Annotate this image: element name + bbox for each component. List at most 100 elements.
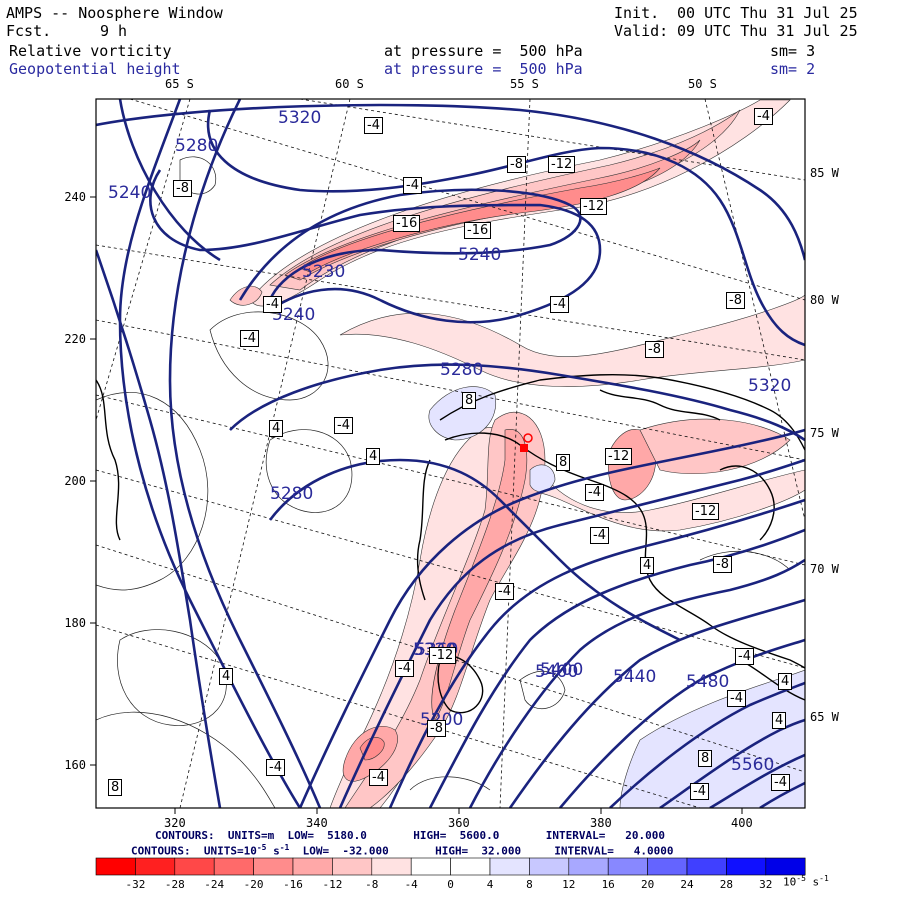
vorticity-contour-label: -4 [369,769,388,786]
colorbar-tick-label: -20 [243,878,264,891]
field1-name: Relative vorticity [9,42,172,60]
colorbar-tick-label: 20 [640,878,655,891]
vorticity-contour-label: -4 [364,117,383,134]
height-contour-label: 5480 [686,672,730,692]
lat-label-65s: 65 S [165,77,194,91]
height-contour-label: 5400 [535,662,579,682]
height-contour-label: 5280 [440,360,484,380]
vorticity-contour-label: -12 [548,156,576,173]
height-contour-label: 5240 [108,183,152,203]
colorbar-tick-label: 0 [447,878,454,891]
colorbar-swatch [174,857,215,876]
plot-frame [95,98,806,809]
lon-label-65w: 65 W [810,710,839,724]
vorticity-contour-label: -4 [754,108,773,125]
vorticity-contour-label: -12 [605,448,633,465]
vorticity-contour-label: -4 [395,660,414,677]
map-title: AMPS -- Noosphere Window [6,4,223,22]
field2-pressure: at pressure = 500 hPa [384,60,583,78]
vorticity-contour-label: -8 [713,556,732,573]
colorbar-swatch [568,857,609,876]
colorbar-tick-label: 4 [486,878,494,891]
valid-time: 09 UTC Thu 31 Jul 25 [677,22,858,40]
vorticity-contour-label: -8 [173,180,192,197]
x-tick-label: 320 [164,816,186,830]
vorticity-contour-label: 4 [772,712,787,729]
vorticity-contour-label: -4 [585,484,604,501]
plot-area [96,99,805,808]
lat-label-60s: 60 S [335,77,364,91]
colorbar-swatch [726,857,767,876]
height-contour-label: 5560 [731,755,775,775]
colorbar-swatch [332,857,373,876]
y-tick-label: 160 [64,758,86,772]
vorticity-contour-label: -16 [464,222,492,239]
colorbar-swatch [489,857,530,876]
height-contour-label: 5400 [540,660,584,680]
vorticity-contour-info: CONTOURS: UNITS=10-5 s-1 LOW= -32.000 HI… [131,843,674,858]
colorbar-swatch [647,857,688,876]
field1-pressure: at pressure = 500 hPa [384,42,583,60]
colorbar-tick-label: -4 [404,878,418,891]
vorticity-shading [229,99,805,808]
station-marker [520,433,533,452]
init-time: 00 UTC Thu 31 Jul 25 [677,4,858,22]
lat-label-55s: 55 S [510,77,539,91]
vorticity-contour-label: -4 [690,783,709,800]
colorbar-tick-label: -32 [125,878,146,891]
vorticity-contour-label: 4 [778,673,793,690]
y-tick-label: 200 [64,474,86,488]
forecast-hour: 9 h [100,22,128,40]
colorbar-swatch [213,857,254,876]
vorticity-contour-label: -4 [266,759,285,776]
height-contour-label: 5240 [458,245,502,265]
forecast-label: Fcst. [6,22,52,40]
x-tick-label: 340 [306,816,328,830]
vorticity-contour-label: -8 [726,292,745,309]
colorbar-tick-label: 28 [719,878,734,891]
x-axis-ticks [174,808,743,814]
vorticity-contour-label: -12 [692,503,720,520]
y-tick-label: 180 [64,616,86,630]
vorticity-contour-label: -12 [580,198,608,215]
colorbar-swatch [292,857,333,876]
colorbar-swatch [410,857,451,876]
colorbar-swatch [371,857,412,876]
lon-label-70w: 70 W [810,562,839,576]
colorbar-tick-label: -28 [164,878,185,891]
vorticity-contour-label: -4 [590,527,609,544]
x-tick-label: 360 [448,816,470,830]
field2-name: Geopotential height [9,60,181,78]
vorticity-contour-label: 8 [556,454,571,471]
vorticity-contour-label: 4 [366,448,381,465]
colorbar-tick-label: 16 [601,878,615,891]
height-contours [96,99,805,808]
lon-label-80w: 80 W [810,293,839,307]
vorticity-contour-label: 4 [640,557,655,574]
vorticity-contour-label: 4 [219,668,234,685]
height-contour-label: 5280 [270,484,314,504]
colorbar-swatch [135,857,176,876]
colorbar-swatch [765,857,806,876]
vorticity-contour-label: 8 [108,779,123,796]
vorticity-positive-shading [428,386,805,808]
vorticity-contour-label: -8 [645,341,664,358]
field2-smoothing: sm= 2 [770,60,816,78]
colorbar-unit: 10-5 s-1 [783,874,829,889]
height-contour-label: 5320 [748,376,792,396]
lon-label-75w: 75 W [810,426,839,440]
vorticity-contour-label: -8 [507,156,526,173]
vorticity-contour-label: -4 [334,417,353,434]
x-tick-label: 400 [731,816,753,830]
vorticity-contour-label: -16 [393,215,421,232]
vorticity-contour-label: -4 [727,690,746,707]
colorbar-tick-label: -8 [365,878,379,891]
vorticity-contour-label: -4 [735,648,754,665]
colorbar-tick-label: 32 [759,878,773,891]
colorbar-tick-label: -16 [283,878,303,891]
colorbar-tick-label: 12 [562,878,576,891]
vorticity-contour-label: -4 [771,774,790,791]
vorticity-contour-label: -4 [403,177,422,194]
y-tick-label: 240 [64,190,86,204]
colorbar-tick-label: -24 [204,878,225,891]
